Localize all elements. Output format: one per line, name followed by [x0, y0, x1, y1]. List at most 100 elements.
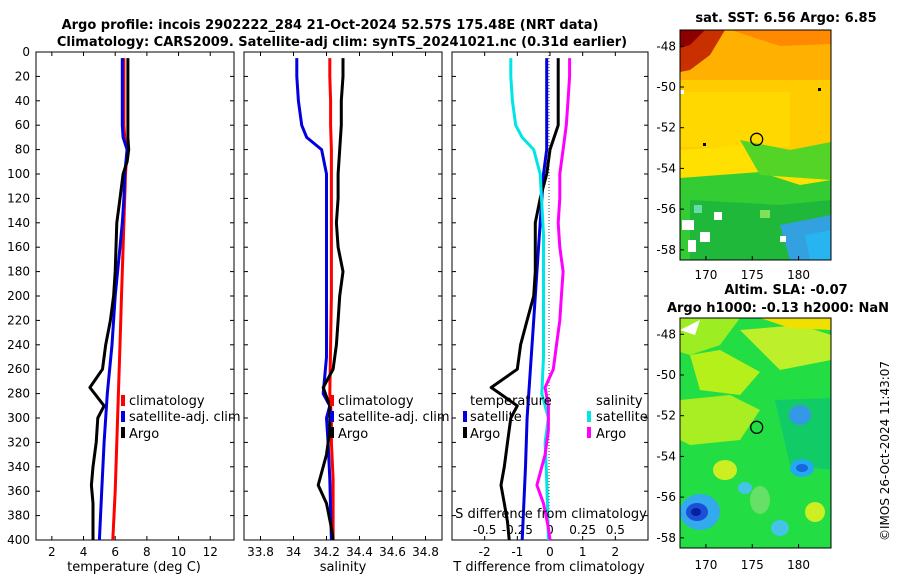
- map-x-tick-label: 170: [694, 268, 717, 282]
- map-y-tick-label: -58: [656, 243, 676, 257]
- diff-legend-sal-title: salinity: [596, 394, 643, 409]
- depth-tick-label: 0: [22, 45, 30, 59]
- x-tick-label: -2: [479, 545, 491, 559]
- series-sal-argo: [316, 58, 345, 541]
- series-diff-salinity-argo: [535, 58, 572, 541]
- x-tick-label: 2: [612, 545, 620, 559]
- depth-tick-label: 200: [7, 289, 30, 303]
- sal-legend-climatology-swatch: [330, 395, 334, 406]
- sal-legend-satellite: satellite-adj. clim: [338, 410, 450, 425]
- title-line-1: Argo profile: incois 2902222_284 21-Oct-…: [62, 18, 599, 33]
- depth-tick-label: 40: [15, 94, 30, 108]
- series-temp-satellite-adj.-clim: [97, 58, 129, 541]
- sal-legend-argo-swatch: [330, 427, 334, 438]
- series-diff-salinity-satellite: [509, 58, 550, 541]
- depth-tick-label: 280: [7, 387, 30, 401]
- series-sal-satellite-adj.-clim: [295, 58, 333, 541]
- depth-tick-label: 100: [7, 167, 30, 181]
- map-y-tick-label: -54: [656, 449, 676, 463]
- x-tick-label: 1: [579, 545, 587, 559]
- depth-tick-label: 360: [7, 484, 30, 498]
- map-y-tick-label: -58: [656, 531, 676, 545]
- x-tick-label: 4: [80, 545, 88, 559]
- sla-map-title-line-2: Argo h1000: -0.13 h2000: NaN: [667, 301, 889, 316]
- temperature-legend: climatology satellite-adj. clim Argo: [121, 394, 241, 442]
- depth-axis: 0 20 40 60 80 100 120 140 160 180 200 220 240 260 280 3…: [7, 45, 648, 547]
- series-sal-climatology: [328, 58, 335, 540]
- difference-xlabel-top: S difference from climatology: [455, 507, 647, 522]
- depth-tick-label: 260: [7, 362, 30, 376]
- x-tick-label: 8: [143, 545, 151, 559]
- depth-tick-label: 240: [7, 338, 30, 352]
- sla-map-title-line-1: Altim. SLA: -0.07: [724, 283, 847, 298]
- sla-argo-position-marker: [750, 420, 764, 434]
- temperature-xlabel: temperature (deg C): [67, 560, 201, 575]
- legend-argo-swatch: [121, 427, 125, 438]
- diff-legend-sal-argo-swatch: [587, 427, 591, 438]
- series-diff-temperature-satellite: [520, 58, 549, 541]
- map-x-tick-label: 180: [787, 268, 810, 282]
- sst-map-frame: [679, 29, 832, 261]
- sal-legend-argo: Argo: [338, 427, 368, 442]
- series-temp-climatology: [111, 58, 129, 541]
- map-y-tick-label: -50: [656, 80, 676, 94]
- x-tick-label: 34: [286, 545, 301, 559]
- sal-legend-climatology: climatology: [338, 394, 414, 409]
- map-y-tick-label: -48: [656, 39, 676, 53]
- x-tick-label: 33.8: [247, 545, 274, 559]
- difference-legend-temperature: temperature satellite Argo: [463, 394, 552, 442]
- salinity-axes: [243, 51, 443, 541]
- depth-tick-label: 300: [7, 411, 30, 425]
- x-tick-label: 2: [48, 545, 56, 559]
- depth-tick-label: 140: [7, 216, 30, 230]
- map-y-tick-label: -56: [656, 490, 676, 504]
- map-y-tick-label: -56: [656, 202, 676, 216]
- map-y-tick-label: -52: [656, 409, 676, 423]
- map-x-tick-label: 170: [694, 558, 717, 572]
- map-y-tick-label: -50: [656, 368, 676, 382]
- x-tick-label: 34.8: [412, 545, 439, 559]
- title-line-2: Climatology: CARS2009. Satellite-adj cli…: [57, 35, 627, 50]
- sst-heatmap: [680, 30, 831, 260]
- series-diff-temperature-argo: [489, 58, 560, 541]
- diff-legend-sal-satellite-swatch: [587, 411, 591, 422]
- sst-map-title: sat. SST: 6.56 Argo: 6.85: [695, 11, 876, 26]
- x-tick-label: 34.2: [313, 545, 340, 559]
- sla-map-frame: [679, 317, 832, 549]
- difference-x-axis: -2 -1 0 1 2-0.5 -0.25 0 0.25 0.5: [473, 52, 625, 559]
- map-x-tick-label: 180: [787, 558, 810, 572]
- x-tick-label: 34.6: [379, 545, 406, 559]
- legend-climatology: climatology: [129, 394, 205, 409]
- temperature-x-axis: 2 4 6 8 10 12: [48, 52, 218, 559]
- diff-legend-temp-argo: Argo: [470, 427, 500, 442]
- legend-satellite-swatch: [121, 411, 125, 422]
- depth-tick-label: 340: [7, 460, 30, 474]
- x-tick-label: 0: [546, 545, 554, 559]
- temperature-axes: [35, 51, 235, 541]
- legend-satellite: satellite-adj. clim: [129, 410, 241, 425]
- s-diff-tick-label: 0.5: [606, 523, 625, 537]
- depth-tick-label: 60: [15, 118, 30, 132]
- difference-xlabel: T difference from climatology: [452, 560, 645, 575]
- x-tick-label: -1: [511, 545, 523, 559]
- depth-tick-label: 380: [7, 509, 30, 523]
- depth-tick-label: 20: [15, 69, 30, 83]
- map-y-tick-label: -48: [656, 327, 676, 341]
- diff-legend-temp-argo-swatch: [463, 427, 467, 438]
- sst-argo-position-marker: [750, 132, 764, 146]
- s-diff-tick-label: 0.25: [569, 523, 596, 537]
- diff-legend-temp-title: temperature: [470, 394, 552, 409]
- map-x-tick-label: 175: [741, 268, 764, 282]
- series-temp-argo: [88, 58, 131, 540]
- s-diff-tick-label: -0.5: [473, 523, 496, 537]
- sal-legend-satellite-swatch: [330, 411, 334, 422]
- difference-axes: [451, 51, 649, 541]
- depth-tick-label: 160: [7, 240, 30, 254]
- depth-tick-label: 80: [15, 143, 30, 157]
- x-tick-label: 10: [171, 545, 186, 559]
- depth-tick-label: 120: [7, 191, 30, 205]
- diff-legend-temp-satellite-swatch: [463, 411, 467, 422]
- sst-map-axes: 170 175 180 -48 -50 -52 -54 -56 -58: [656, 39, 810, 282]
- x-tick-label: 34.4: [346, 545, 373, 559]
